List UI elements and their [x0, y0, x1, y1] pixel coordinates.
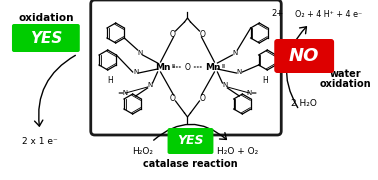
Text: N: N [133, 69, 138, 75]
FancyBboxPatch shape [91, 0, 281, 135]
Text: =N: =N [117, 90, 128, 96]
FancyArrowPatch shape [287, 27, 307, 108]
Text: YES: YES [30, 30, 62, 46]
Text: O: O [200, 93, 205, 102]
FancyBboxPatch shape [12, 24, 80, 52]
Text: oxidation: oxidation [319, 79, 371, 89]
Text: III: III [222, 64, 226, 69]
Text: O₂ + 4 H⁺ + 4 e⁻: O₂ + 4 H⁺ + 4 e⁻ [296, 10, 363, 19]
Text: H₂O₂: H₂O₂ [132, 147, 153, 156]
Text: O: O [184, 62, 191, 71]
Text: NO: NO [289, 47, 319, 65]
Text: O: O [170, 30, 175, 39]
Text: H₂O + O₂: H₂O + O₂ [217, 147, 258, 156]
Text: III: III [172, 64, 176, 69]
Text: Mn: Mn [204, 62, 220, 71]
Text: O: O [200, 30, 205, 39]
Text: N=: N= [247, 90, 258, 96]
Text: 2 x 1 e⁻: 2 x 1 e⁻ [22, 138, 58, 147]
Text: 2+: 2+ [271, 9, 284, 18]
Text: O: O [170, 93, 175, 102]
Text: H: H [262, 75, 268, 84]
Text: N: N [223, 82, 228, 88]
Text: N: N [237, 69, 242, 75]
Text: N: N [147, 82, 152, 88]
Text: water: water [329, 69, 361, 79]
Text: N: N [137, 50, 142, 56]
FancyBboxPatch shape [274, 39, 334, 73]
Text: Mn: Mn [155, 62, 170, 71]
Text: N: N [233, 50, 238, 56]
FancyBboxPatch shape [167, 128, 214, 154]
Text: catalase reaction: catalase reaction [143, 159, 238, 169]
Text: H: H [107, 75, 113, 84]
FancyArrowPatch shape [34, 55, 75, 126]
Text: oxidation: oxidation [18, 13, 74, 23]
FancyArrowPatch shape [154, 124, 226, 140]
Text: YES: YES [177, 134, 204, 147]
Text: 2 H₂O: 2 H₂O [291, 98, 317, 107]
